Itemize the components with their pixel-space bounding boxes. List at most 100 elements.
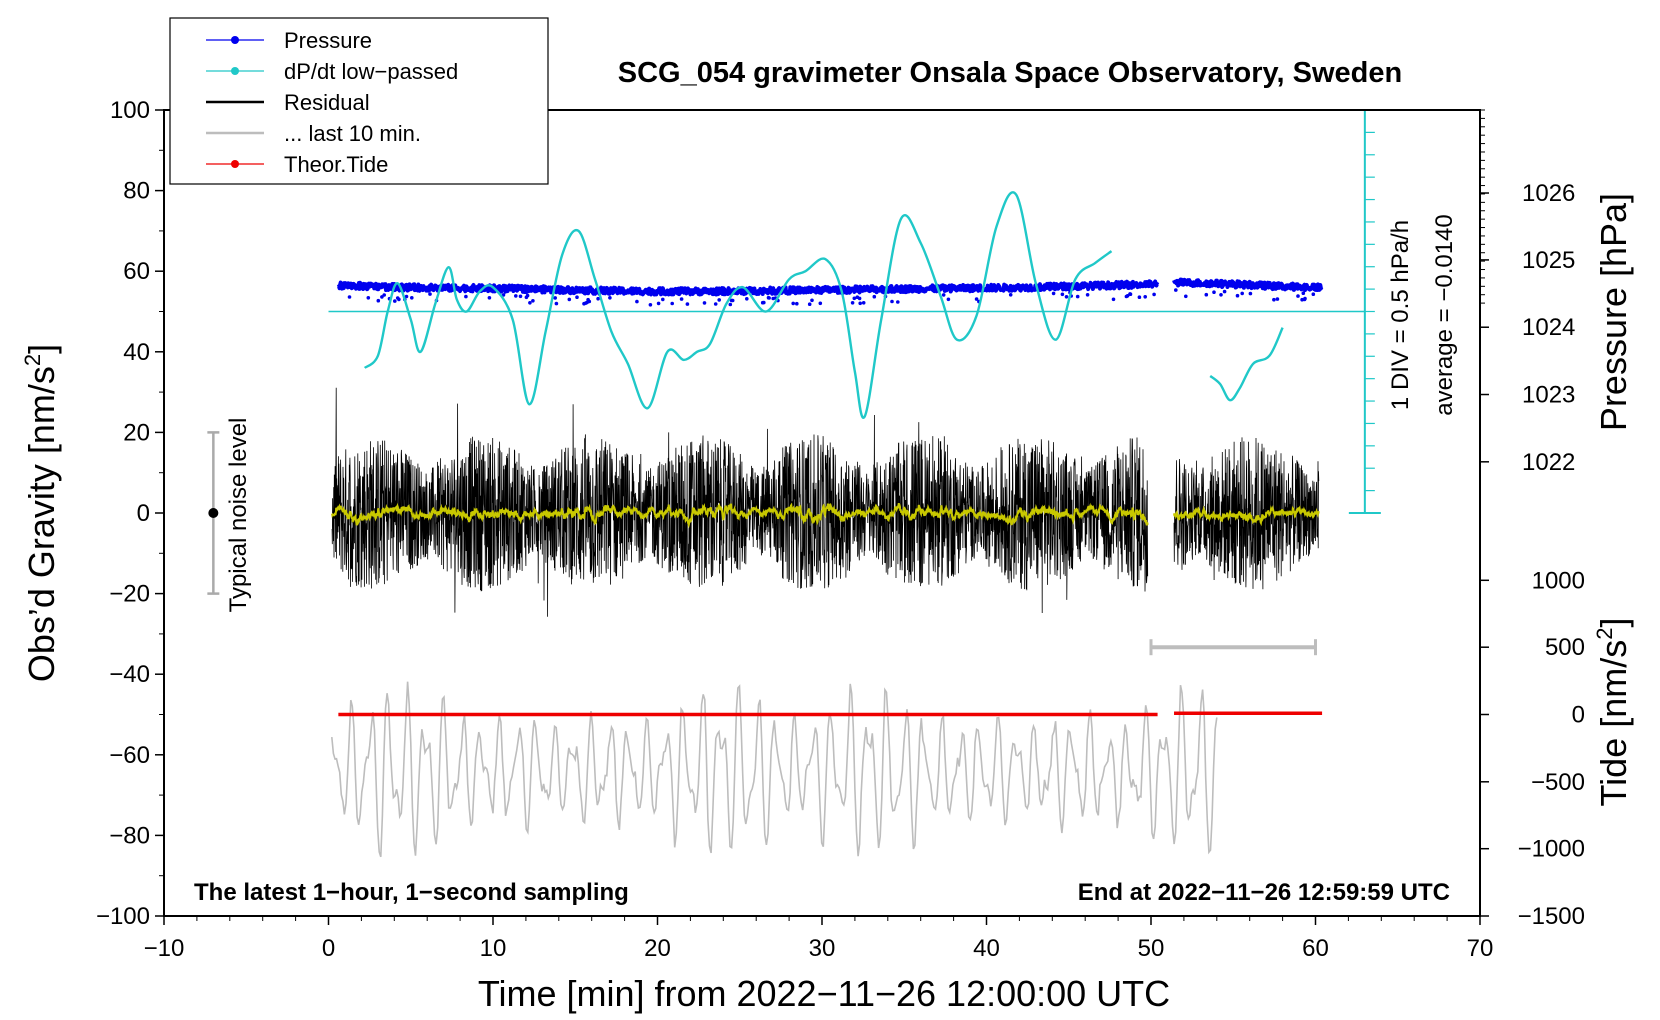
pressure-outlier [397,297,401,302]
scale-label-div: 1 DIV = 0.5 hPa/h [1387,220,1414,410]
pressure-outlier [1085,293,1090,297]
legend-swatch-dot [231,36,239,44]
y-tick-label: −60 [109,742,150,769]
tide-axis-title-sup: 2 [1592,628,1617,640]
pressure-outlier [762,300,766,305]
pressure-outlier [767,296,771,300]
pressure-outlier [1301,291,1306,296]
pressure-tick-label: 1022 [1522,449,1575,476]
pressure-tick-label: 1025 [1522,247,1575,274]
pressure-outlier [890,299,894,304]
y-tick-label: 40 [123,339,150,366]
legend-label: Theor.Tide [284,152,388,177]
pressure-outlier [807,302,812,307]
pressure-outlier [661,297,665,302]
pressure-outlier [728,302,733,307]
pressure-line [336,279,1160,297]
legend-label: ... last 10 min. [284,121,421,146]
tide-tick-label: −500 [1531,769,1585,796]
y-axis-title-end: ] [21,344,62,354]
dpdt-line [363,191,1113,419]
pressure-outlier [1137,295,1142,300]
pressure-outlier [382,293,387,297]
pressure-outlier [587,299,592,304]
pressure-outlier [946,297,951,302]
pressure-outlier [608,296,612,300]
pressure-outlier [525,293,530,298]
pressure-outlier [1248,291,1253,296]
pressure-series [336,277,1324,307]
y-tick-label: 20 [123,419,150,446]
pressure-outlier [1184,294,1188,299]
axis-ticks: −10 0 10 20 30 40 50 60 70100806040200−20−40−60−… [96,97,1585,962]
y-axis-title-base: Obs’d Gravity [nm/s [21,366,62,682]
pressure-outlier [670,301,674,306]
pressure-outlier [376,298,381,303]
pressure-outlier [852,296,857,301]
noise-center-dot [208,508,219,518]
y-axis-title-sup: 2 [20,354,45,366]
pressure-outlier [857,296,862,301]
pressure-outlier [858,301,862,306]
pressure-outlier [1064,295,1069,299]
pressure-outlier [745,297,749,301]
pressure-outlier [528,301,532,305]
residual-smoothed-series [330,502,1320,529]
chart-overlays [207,109,1381,656]
pressure-outlier [1303,296,1307,301]
pressure-outlier [487,296,492,300]
pressure-outlier [685,302,690,306]
legend: Pressure dP/dt low−passed Residual ... last… [169,17,549,185]
pressure-outlier [1174,288,1178,292]
chart-title: SCG_054 gravimeter Onsala Space Observat… [618,57,1402,89]
tide-axis-title-end: ] [1593,618,1634,628]
x-tick-label: 10 [480,935,507,962]
pressure-outlier [1212,290,1216,295]
y-axis-title: Obs’d Gravity [nm/s2] [20,344,62,682]
x-tick-label: 60 [1302,935,1329,962]
pressure-axis-title: Pressure [hPa] [1593,193,1634,431]
pressure-outlier [679,297,684,301]
pressure-outlier [1051,291,1056,296]
pressure-outlier [410,296,414,300]
pressure-tick-label: 1024 [1522,314,1575,341]
pressure-outlier [717,298,721,302]
tide-axis-title-base: Tide [nm/s [1593,640,1634,807]
dpdt-series [363,191,1284,419]
pressure-outlier [531,299,535,303]
annotation-latest-hour: The latest 1−hour, 1−second sampling [194,879,629,906]
pressure-outlier [850,301,855,305]
legend-swatch-dot [231,160,239,168]
pressure-tick-label: 1026 [1522,180,1575,207]
pressure-outlier [428,292,432,296]
pressure-outlier [1204,292,1209,297]
pressure-outlier [575,295,579,300]
pressure-outlier [514,294,518,298]
tide-tick-label: −1500 [1518,903,1585,930]
pressure-outlier [656,301,661,306]
legend-label: Residual [284,90,370,115]
x-tick-label: 30 [809,935,836,962]
last-10-min-series [331,681,1218,858]
pressure-outlier [795,301,799,306]
pressure-outlier [1143,295,1147,299]
pressure-line [1172,277,1324,293]
pressure-outlier [567,297,572,302]
pressure-outlier [713,302,718,306]
pressure-outlier [393,299,397,303]
pressure-outlier [702,301,707,305]
pressure-tick-label: 1023 [1522,382,1575,409]
x-tick-label: 0 [322,935,335,962]
tide-axis-title: Tide [nm/s2] [1592,618,1634,807]
pressure-outlier [1311,292,1316,297]
pressure-outlier [1152,292,1156,297]
pressure-outlier [366,296,371,300]
noise-level-label: Typical noise level [225,418,252,613]
pressure-outlier [1222,289,1227,294]
pressure-outlier [404,294,409,299]
legend-swatch-dot [231,67,239,75]
pressure-outlier [730,298,735,303]
legend-label: dP/dt low−passed [284,59,458,84]
pressure-outlier [974,297,979,301]
y-tick-label: 100 [110,97,150,124]
